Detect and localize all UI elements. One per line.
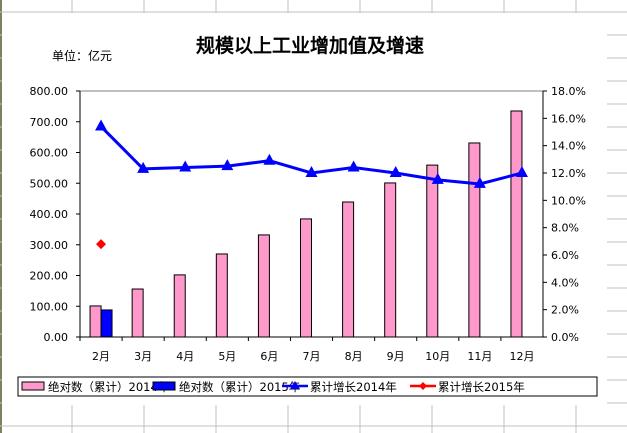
legend: 绝对数（累计）2014年 绝对数（累计）2015年 累计增长2014年 累计增长201… <box>17 376 598 397</box>
bar <box>215 253 228 338</box>
legend-label: 累计增长2015年 <box>438 380 525 394</box>
triangle-marker <box>221 159 234 171</box>
bar <box>468 142 481 338</box>
column-edge <box>0 0 2 433</box>
right-tick-label: 16.0% <box>551 112 586 125</box>
x-tick-label: 5月 <box>218 350 236 363</box>
x-tick-label: 4月 <box>176 350 194 363</box>
right-tick-label: 8.0% <box>551 222 579 235</box>
bar <box>342 201 355 338</box>
triangle-marker <box>137 161 150 173</box>
x-tick-label: 11月 <box>467 350 492 363</box>
triangle-marker <box>431 172 444 184</box>
right-tick-label: 10.0% <box>551 194 586 207</box>
x-tick-label: 10月 <box>425 350 450 363</box>
x-tick-label: 8月 <box>345 350 363 363</box>
legend-swatch <box>152 381 176 391</box>
left-tick-label: 200.00 <box>30 270 69 283</box>
left-tick-label: 500.00 <box>30 177 69 190</box>
legend-swatch <box>21 381 45 391</box>
triangle-marker <box>290 381 300 389</box>
left-tick-label: 700.00 <box>30 116 69 129</box>
triangle-marker <box>179 160 192 172</box>
right-tick-label: 6.0% <box>551 249 579 262</box>
unit-label: 单位：亿元 <box>52 48 112 63</box>
left-tick-label: 800.00 <box>30 85 69 98</box>
plot-area: 0.00 100.00 200.00 300.00 400.00 500.00 600.00… <box>30 85 586 363</box>
bar <box>89 305 102 338</box>
x-tick-label: 2月 <box>92 350 110 363</box>
triangle-marker <box>263 153 276 165</box>
legend-label: 绝对数（累计）2015年 <box>179 380 300 394</box>
right-tick-label: 12.0% <box>551 167 586 180</box>
x-tick-label: 3月 <box>134 350 152 363</box>
bar <box>384 182 397 338</box>
chart-title: 规模以上工业增加值及增速 <box>196 34 424 57</box>
bar <box>173 274 186 338</box>
right-tick-label: 4.0% <box>551 276 579 289</box>
triangle-marker <box>473 176 486 188</box>
x-tick-label: 12月 <box>509 350 534 363</box>
left-tick-label: 100.00 <box>30 300 69 313</box>
triangle-marker <box>95 119 108 131</box>
bar <box>300 218 312 338</box>
bar <box>257 234 270 338</box>
left-tick-label: 400.00 <box>30 208 69 221</box>
legend-label: 累计增长2014年 <box>310 380 397 394</box>
triangle-marker <box>305 166 318 177</box>
x-tick-label: 6月 <box>260 350 278 363</box>
bar <box>131 288 144 338</box>
bar <box>100 309 113 338</box>
x-tick-label: 9月 <box>387 350 405 363</box>
legend-label: 绝对数（累计）2014年 <box>48 380 169 394</box>
triangle-marker <box>389 166 402 177</box>
right-tick-label: 2.0% <box>551 304 579 317</box>
diamond-marker <box>96 239 107 250</box>
triangle-marker <box>515 166 528 177</box>
bar <box>510 110 523 338</box>
diamond-marker <box>419 382 427 390</box>
x-tick-label: 7月 <box>303 350 321 363</box>
chart-area <box>2 13 607 405</box>
triangle-marker <box>347 160 360 172</box>
left-tick-label: 0.00 <box>44 331 69 344</box>
left-tick-label: 600.00 <box>30 147 69 160</box>
right-tick-label: 0.0% <box>551 331 579 344</box>
bar <box>426 164 439 338</box>
left-tick-label: 300.00 <box>30 239 69 252</box>
right-tick-label: 14.0% <box>551 140 586 153</box>
right-tick-label: 18.0% <box>551 85 586 98</box>
